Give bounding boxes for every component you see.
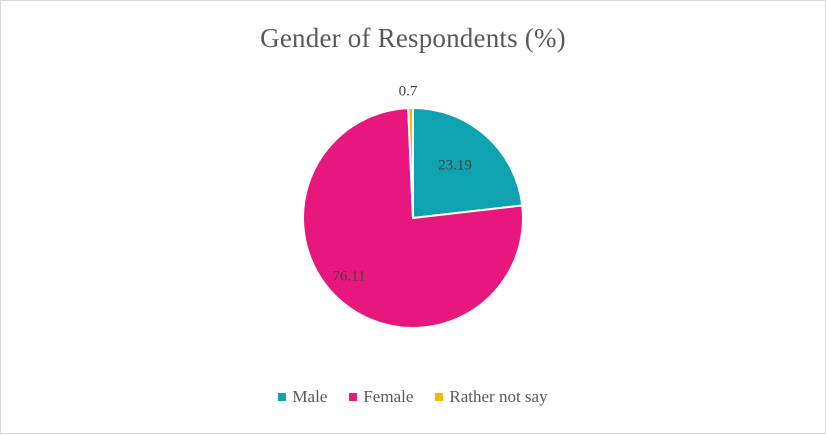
legend-swatch-female-icon (349, 393, 358, 401)
legend-label-rather-not-say: Rather not say (449, 387, 548, 406)
legend-label-female: Female (363, 387, 414, 406)
legend-label-male: Male (292, 387, 328, 406)
legend: Male Female Rather not say (1, 387, 825, 407)
pie-slice-rather-not-say (407, 106, 414, 219)
data-label-male: 23.19 (438, 157, 472, 174)
chart-title: Gender of Respondents (%) (260, 23, 566, 53)
legend-item-female: Female (349, 387, 413, 407)
legend-item-rather-not-say: Rather not say (435, 387, 548, 407)
data-label-rather-not-say: 0.7 (398, 83, 418, 100)
legend-item-male: Male (278, 387, 327, 407)
data-label-female: 76.11 (332, 268, 366, 285)
legend-swatch-rather-not-say-icon (435, 393, 444, 401)
legend-swatch-male-icon (278, 393, 287, 401)
pie-slice-male (412, 106, 524, 220)
